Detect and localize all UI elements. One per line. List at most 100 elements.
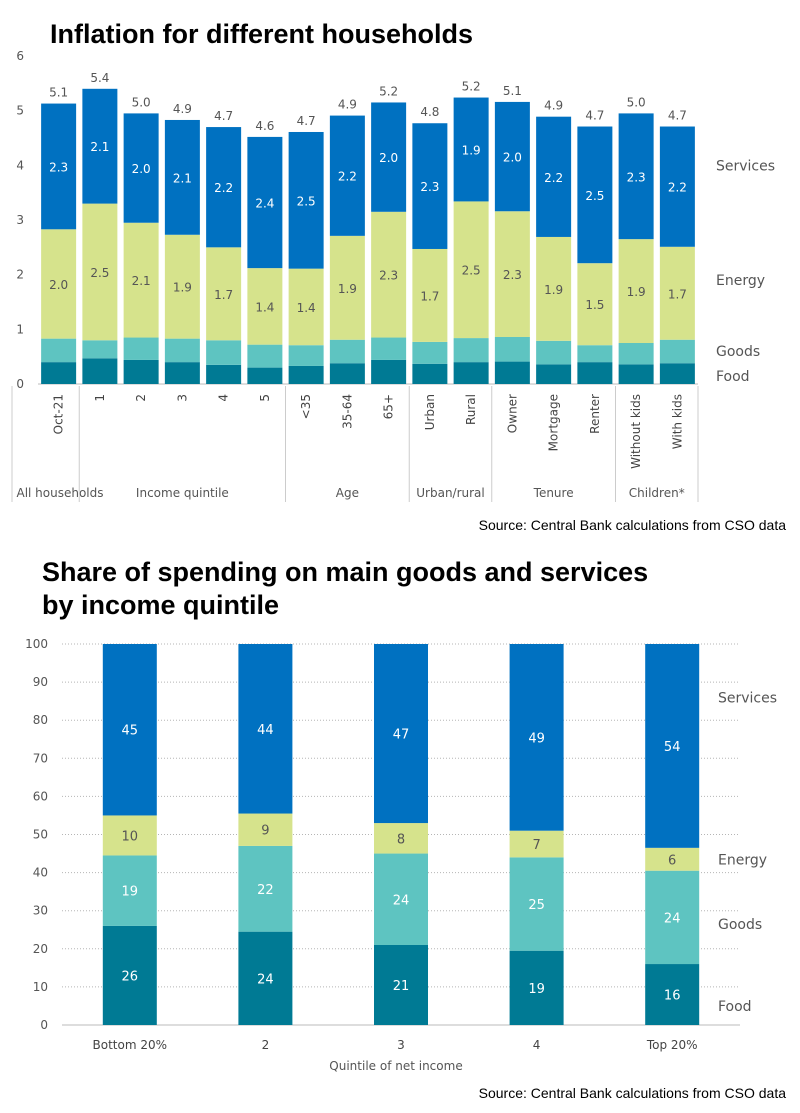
bar-goods-3: [374, 853, 428, 945]
bar-services-5: [645, 644, 700, 848]
bar-food-2: [238, 931, 293, 1025]
bar-services-4: [164, 119, 200, 235]
bar-food-9: [371, 359, 407, 384]
data-label-energy: 1.7: [668, 287, 687, 301]
legend-label-energy: Energy: [716, 273, 765, 289]
x-tick-label: 5: [258, 394, 272, 402]
bar-energy-12: [494, 211, 530, 337]
data-label-services: 2.2: [338, 170, 357, 184]
y-tick-label: 30: [33, 904, 48, 918]
data-label-services: 2.1: [173, 171, 192, 185]
bar-food-10: [412, 363, 448, 384]
bar-food-3: [374, 944, 428, 1025]
data-label-services: 2.0: [132, 162, 151, 176]
bar-goods-15: [618, 343, 654, 365]
group-label-age: Age: [336, 486, 359, 500]
total-label: 4.7: [668, 109, 687, 123]
total-label: 4.9: [173, 102, 192, 116]
bar-goods-13: [536, 340, 572, 365]
data-label-energy: 8: [397, 832, 405, 847]
y-tick-label: 10: [33, 980, 48, 994]
y-tick-label: 40: [33, 866, 48, 880]
bar-energy-1: [41, 229, 77, 339]
bar-goods-11: [453, 338, 489, 363]
bar-food-15: [618, 364, 654, 384]
bar-food-1: [41, 362, 77, 384]
bar-energy-4: [164, 234, 200, 339]
bar-services-12: [494, 101, 530, 212]
total-label: 5.4: [90, 71, 109, 85]
data-label-energy: 9: [261, 824, 269, 839]
bar-food-7: [288, 365, 324, 384]
y-tick-label: 90: [33, 675, 48, 689]
y-tick-label: 20: [33, 942, 48, 956]
bar-services-5: [206, 127, 242, 248]
data-label-services: 2.0: [503, 151, 522, 165]
data-label-services: 49: [528, 731, 545, 746]
bar-services-3: [374, 644, 428, 824]
data-label-food: 16: [664, 989, 681, 1004]
bar-food-8: [329, 363, 365, 384]
chart2-source: Source: Central Bank calculations from C…: [478, 1085, 786, 1101]
bar-energy-2: [82, 203, 118, 341]
data-label-energy: 2.5: [462, 264, 481, 278]
bar-services-8: [329, 115, 365, 236]
bar-energy-3: [374, 823, 428, 854]
chart1-title: Inflation for different households: [50, 19, 473, 49]
total-label: 5.1: [49, 86, 68, 100]
bar-goods-1: [102, 855, 157, 926]
total-label: 4.9: [338, 98, 357, 112]
y-tick-label: 0: [40, 1018, 48, 1032]
bar-energy-13: [536, 236, 572, 341]
x-tick-label: Without kids: [629, 394, 643, 469]
data-label-services: 45: [122, 724, 139, 739]
data-label-goods: 25: [528, 898, 545, 913]
data-label-services: 2.3: [49, 160, 68, 174]
x-tick-label: Urban: [423, 394, 437, 430]
y-tick-label: 60: [33, 789, 48, 803]
chart2-title-line-2: by income quintile: [42, 590, 280, 620]
data-label-energy: 1.4: [297, 301, 316, 315]
bar-energy-2: [238, 813, 293, 846]
data-label-goods: 19: [122, 885, 139, 900]
legend-label-goods: Goods: [716, 344, 760, 360]
data-label-energy: 1.5: [585, 298, 604, 312]
x-tick-label: Rural: [464, 394, 478, 425]
data-label-services: 2.2: [214, 181, 233, 195]
chart2-title: Share of spending on main goods and serv…: [42, 556, 648, 622]
total-label: 5.2: [462, 80, 481, 94]
x-tick-label: 3: [175, 394, 189, 402]
bar-services-11: [453, 97, 489, 202]
data-label-food: 19: [528, 982, 545, 997]
data-label-goods: 24: [393, 893, 410, 908]
bar-energy-4: [509, 830, 564, 858]
data-label-services: 2.3: [627, 170, 646, 184]
y-tick-label: 3: [16, 213, 24, 227]
data-label-food: 24: [257, 972, 274, 987]
bar-energy-15: [618, 239, 654, 343]
x-tick-label: 3: [397, 1038, 405, 1052]
bar-food-14: [577, 362, 613, 384]
total-label: 5.1: [503, 84, 522, 98]
bar-energy-5: [206, 247, 242, 341]
bar-services-1: [41, 103, 77, 230]
bar-goods-7: [288, 345, 324, 366]
data-label-energy: 1.9: [338, 282, 357, 296]
data-label-energy: 1.4: [255, 300, 274, 314]
bar-services-16: [659, 126, 695, 247]
bar-energy-11: [453, 201, 489, 339]
group-label-tenure: Tenure: [533, 486, 574, 500]
bar-energy-8: [329, 235, 365, 340]
data-label-energy: 7: [532, 838, 540, 853]
data-label-services: 1.9: [462, 143, 481, 157]
bar-food-12: [494, 361, 530, 384]
bar-food-3: [123, 359, 159, 384]
bar-goods-3: [123, 337, 159, 360]
total-label: 4.7: [585, 109, 604, 123]
bar-food-16: [659, 363, 695, 384]
x-tick-label: 2: [262, 1038, 270, 1052]
group-label-all-households: All households: [16, 486, 103, 500]
x-tick-label: 4: [533, 1038, 541, 1052]
inflation-chart: 0 1 2 3 4 5 6 2.0 2.3 5.1 Oct-21 2.5 2.1 5.4 1 2.1 2.0 5.…: [11, 49, 775, 502]
